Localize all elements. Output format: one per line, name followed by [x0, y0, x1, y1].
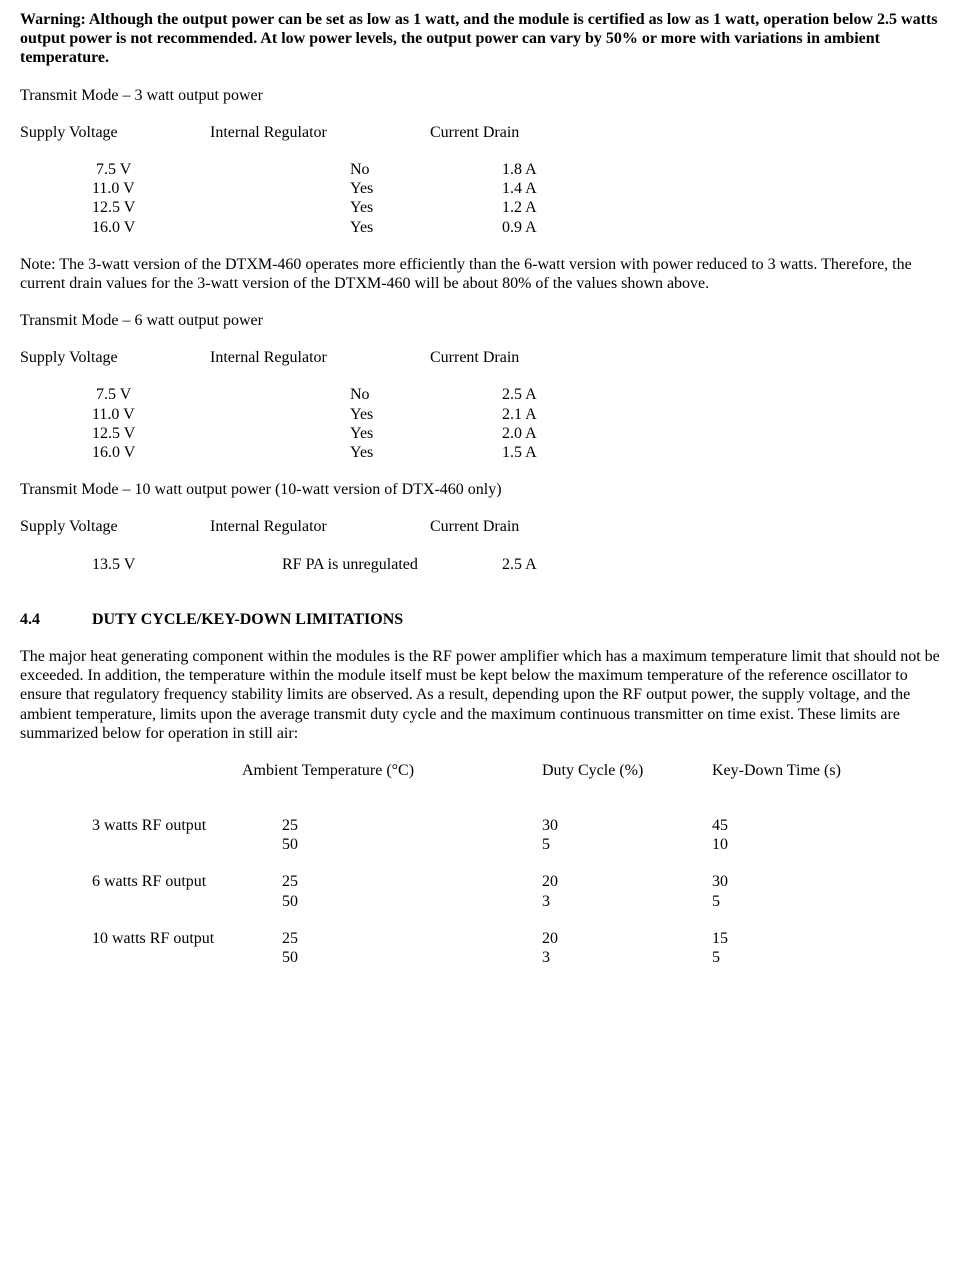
- cell-kd: 5: [712, 948, 882, 967]
- table-row: 16.0 V Yes 0.9 A: [92, 218, 948, 237]
- cell-cd: 2.5 A: [502, 385, 702, 404]
- duty-group-3w: 3 watts RF output 25 30 45 50 5 10: [92, 816, 948, 854]
- section-heading: 4.4 DUTY CYCLE/KEY-DOWN LIMITATIONS: [20, 610, 948, 629]
- cell-cd: 2.5 A: [502, 555, 702, 574]
- section-number: 4.4: [20, 610, 92, 629]
- cell-dc: 3: [542, 948, 712, 967]
- section-title: DUTY CYCLE/KEY-DOWN LIMITATIONS: [92, 610, 403, 629]
- tx10-table: 13.5 V RF PA is unregulated 2.5 A: [92, 555, 948, 574]
- group-label: 6 watts RF output: [92, 872, 282, 891]
- hdr-current-drain: Current Drain: [430, 517, 630, 536]
- tx10-title: Transmit Mode – 10 watt output power (10…: [20, 480, 948, 499]
- cell-temp: 50: [282, 892, 542, 911]
- table-row: 12.5 V Yes 1.2 A: [92, 198, 948, 217]
- cell-ir: Yes: [282, 218, 502, 237]
- tx6-title: Transmit Mode – 6 watt output power: [20, 311, 948, 330]
- tx6-table: 7.5 V No 2.5 A 11.0 V Yes 2.1 A 12.5 V Y…: [92, 385, 948, 462]
- tx3-headers: Supply Voltage Internal Regulator Curren…: [20, 123, 948, 142]
- cell-kd: 30: [712, 872, 882, 891]
- cell-sv: 13.5 V: [92, 555, 282, 574]
- cell-sv: 11.0 V: [92, 405, 282, 424]
- cell-sv: 16.0 V: [92, 443, 282, 462]
- hdr-supply-voltage: Supply Voltage: [20, 123, 210, 142]
- table-row: 50 3 5: [92, 948, 948, 967]
- table-row: 7.5 V No 2.5 A: [92, 385, 948, 404]
- cell-dc: 20: [542, 872, 712, 891]
- duty-group-10w: 10 watts RF output 25 20 15 50 3 5: [92, 929, 948, 967]
- table-row: 11.0 V Yes 2.1 A: [92, 405, 948, 424]
- table-row: 50 5 10: [92, 835, 948, 854]
- cell-sv: 11.0 V: [92, 179, 282, 198]
- hdr-supply-voltage: Supply Voltage: [20, 517, 210, 536]
- cell-kd: 45: [712, 816, 882, 835]
- group-label: 3 watts RF output: [92, 816, 282, 835]
- hdr-supply-voltage: Supply Voltage: [20, 348, 210, 367]
- cell-ir: No: [282, 160, 502, 179]
- cell-sv: 7.5 V: [92, 385, 282, 404]
- cell-temp: 25: [282, 816, 542, 835]
- cell-temp: 25: [282, 872, 542, 891]
- cell-sv: 7.5 V: [92, 160, 282, 179]
- table-row: 6 watts RF output 25 20 30: [92, 872, 948, 891]
- hdr-internal-regulator: Internal Regulator: [210, 517, 430, 536]
- cell-dc: 3: [542, 892, 712, 911]
- cell-ir: Yes: [282, 405, 502, 424]
- cell-ir: Yes: [282, 443, 502, 462]
- cell-kd: 15: [712, 929, 882, 948]
- cell-sv: 16.0 V: [92, 218, 282, 237]
- cell-ir: Yes: [282, 424, 502, 443]
- duty-group-6w: 6 watts RF output 25 20 30 50 3 5: [92, 872, 948, 910]
- hdr-internal-regulator: Internal Regulator: [210, 123, 430, 142]
- duty-intro: The major heat generating component with…: [20, 647, 948, 743]
- table-row: 12.5 V Yes 2.0 A: [92, 424, 948, 443]
- table-row: 50 3 5: [92, 892, 948, 911]
- cell-dc: 5: [542, 835, 712, 854]
- note-3w: Note: The 3-watt version of the DTXM-460…: [20, 255, 948, 293]
- cell-cd: 2.1 A: [502, 405, 702, 424]
- table-row: 7.5 V No 1.8 A: [92, 160, 948, 179]
- tx10-headers: Supply Voltage Internal Regulator Curren…: [20, 517, 948, 536]
- cell-cd: 1.4 A: [502, 179, 702, 198]
- hdr-current-drain: Current Drain: [430, 348, 630, 367]
- cell-sv: 12.5 V: [92, 424, 282, 443]
- cell-ir: RF PA is unregulated: [282, 555, 502, 574]
- table-row: 13.5 V RF PA is unregulated 2.5 A: [92, 555, 948, 574]
- tx6-headers: Supply Voltage Internal Regulator Curren…: [20, 348, 948, 367]
- warning-text: Warning: Although the output power can b…: [20, 10, 948, 68]
- hdr-key-down: Key-Down Time (s): [712, 761, 882, 780]
- cell-ir: No: [282, 385, 502, 404]
- cell-cd: 1.8 A: [502, 160, 702, 179]
- table-row: 3 watts RF output 25 30 45: [92, 816, 948, 835]
- duty-headers: Ambient Temperature (°C) Duty Cycle (%) …: [92, 761, 948, 780]
- cell-kd: 10: [712, 835, 882, 854]
- hdr-ambient-temp: Ambient Temperature (°C): [242, 761, 542, 780]
- tx3-table: 7.5 V No 1.8 A 11.0 V Yes 1.4 A 12.5 V Y…: [92, 160, 948, 237]
- hdr-internal-regulator: Internal Regulator: [210, 348, 430, 367]
- tx3-title: Transmit Mode – 3 watt output power: [20, 86, 948, 105]
- cell-temp: 25: [282, 929, 542, 948]
- cell-ir: Yes: [282, 179, 502, 198]
- table-row: 10 watts RF output 25 20 15: [92, 929, 948, 948]
- table-row: 11.0 V Yes 1.4 A: [92, 179, 948, 198]
- cell-ir: Yes: [282, 198, 502, 217]
- hdr-duty-cycle: Duty Cycle (%): [542, 761, 712, 780]
- cell-temp: 50: [282, 948, 542, 967]
- table-row: 16.0 V Yes 1.5 A: [92, 443, 948, 462]
- cell-kd: 5: [712, 892, 882, 911]
- cell-cd: 0.9 A: [502, 218, 702, 237]
- cell-cd: 2.0 A: [502, 424, 702, 443]
- cell-dc: 30: [542, 816, 712, 835]
- cell-dc: 20: [542, 929, 712, 948]
- group-label: 10 watts RF output: [92, 929, 282, 948]
- cell-temp: 50: [282, 835, 542, 854]
- hdr-current-drain: Current Drain: [430, 123, 630, 142]
- cell-cd: 1.2 A: [502, 198, 702, 217]
- cell-sv: 12.5 V: [92, 198, 282, 217]
- cell-cd: 1.5 A: [502, 443, 702, 462]
